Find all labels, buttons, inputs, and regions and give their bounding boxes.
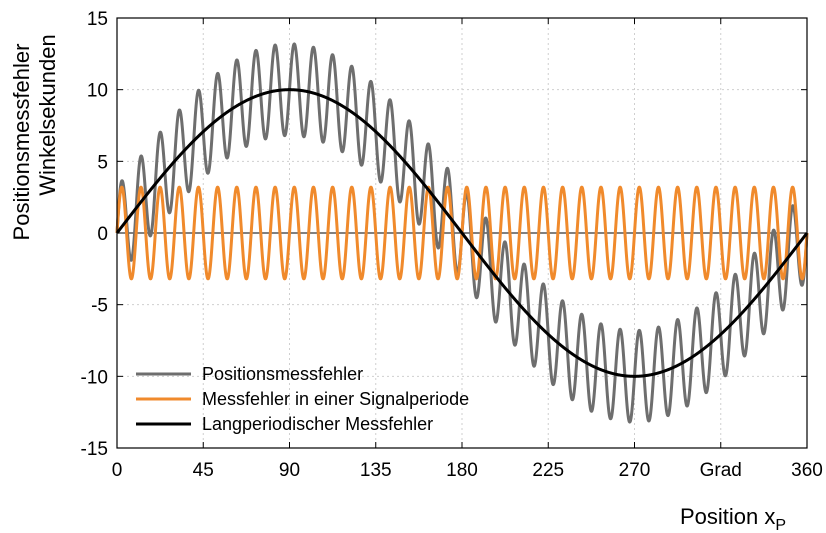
y-axis-title-line2: Winkelsekunden bbox=[35, 34, 60, 195]
x-axis-title-main: Position x bbox=[680, 504, 775, 529]
y-tick-label: 10 bbox=[87, 81, 108, 102]
x-tick-label: Grad bbox=[700, 460, 742, 481]
x-tick-label: 135 bbox=[360, 460, 392, 481]
y-tick-label: 15 bbox=[87, 9, 108, 30]
y-tick-label: -10 bbox=[81, 367, 108, 388]
x-tick-label: 0 bbox=[112, 460, 123, 481]
y-axis: 15 10 5 0 -5 -10 -15 bbox=[81, 9, 807, 460]
legend: Positionsmessfehler Messfehler in einer S… bbox=[136, 364, 469, 434]
x-tick-label: 90 bbox=[279, 460, 300, 481]
x-tick-label: 270 bbox=[619, 460, 651, 481]
x-tick-label: 45 bbox=[193, 460, 214, 481]
series-layer bbox=[115, 42, 809, 424]
y-axis-title-line1: Positionsmessfehler bbox=[9, 44, 34, 241]
y-tick-label: -15 bbox=[81, 439, 108, 460]
y-tick-label: 5 bbox=[97, 152, 108, 173]
x-tick-label: 180 bbox=[446, 460, 478, 481]
legend-label: Langperiodischer Messfehler bbox=[202, 414, 433, 434]
x-tick-label: 225 bbox=[532, 460, 564, 481]
y-tick-label: 0 bbox=[97, 224, 108, 245]
x-axis-title-subscript: P bbox=[775, 517, 786, 533]
x-tick-label: 360 bbox=[791, 460, 823, 481]
legend-label: Messfehler in einer Signalperiode bbox=[202, 389, 469, 409]
legend-label: Positionsmessfehler bbox=[202, 364, 363, 384]
x-axis: 0 45 90 135 180 225 270 Grad 360 bbox=[112, 18, 823, 481]
series-line-3 bbox=[115, 88, 809, 378]
x-axis-title: Position xP bbox=[680, 504, 786, 533]
y-tick-label: -5 bbox=[91, 296, 108, 317]
